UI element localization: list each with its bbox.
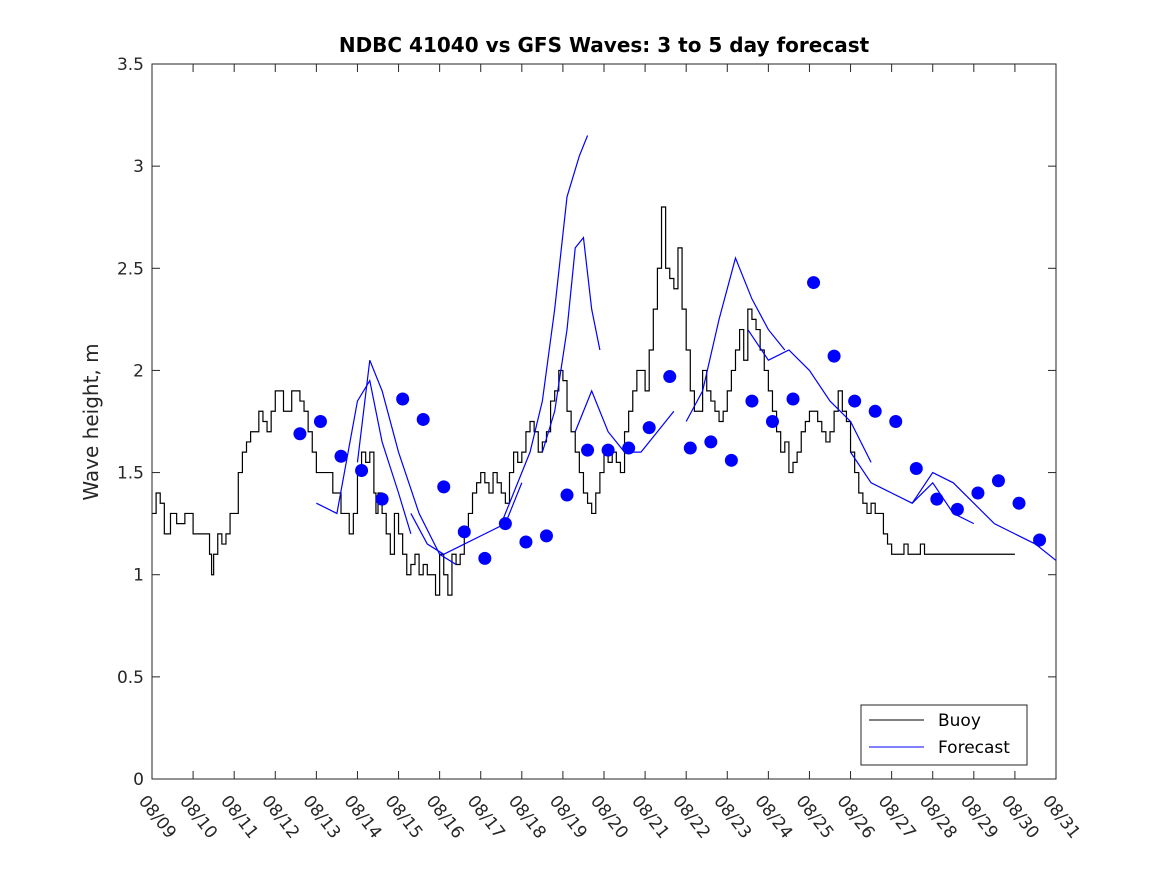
forecast-point xyxy=(909,461,923,475)
chart-title: NDBC 41040 vs GFS Waves: 3 to 5 day fore… xyxy=(339,33,870,57)
y-tick-label: 0 xyxy=(133,770,144,790)
forecast-line xyxy=(500,135,589,524)
legend-buoy-label: Buoy xyxy=(938,711,981,731)
forecast-point xyxy=(724,453,738,467)
forecast-point xyxy=(786,392,800,406)
forecast-point xyxy=(807,276,821,290)
y-tick-label: 3.5 xyxy=(117,55,144,75)
forecast-point xyxy=(991,474,1005,488)
y-axis-label: Wave height, m xyxy=(79,343,103,500)
y-tick-label: 0.5 xyxy=(117,668,144,688)
forecast-point xyxy=(478,551,492,565)
y-tick-label: 3 xyxy=(133,157,144,177)
forecast-point xyxy=(971,486,985,500)
y-axis-ticks: 0 0.5 1 1.5 2 2.5 3 3.5 xyxy=(117,55,1056,790)
forecast-line xyxy=(685,256,786,422)
forecast-line xyxy=(911,471,1057,561)
forecast-point xyxy=(622,441,636,455)
forecast-point xyxy=(355,464,369,478)
y-tick-label: 1 xyxy=(133,566,144,586)
legend: Buoy Forecast xyxy=(860,704,1028,766)
forecast-line xyxy=(747,329,872,463)
forecast-point xyxy=(683,441,697,455)
forecast-point xyxy=(1012,496,1026,510)
forecast-point xyxy=(437,480,451,494)
y-tick-label: 2.5 xyxy=(117,259,144,279)
y-tick-label: 2 xyxy=(133,361,144,381)
forecast-point xyxy=(560,488,574,502)
forecast-points xyxy=(293,276,1047,565)
forecast-line xyxy=(541,236,601,453)
forecast-point xyxy=(827,349,841,363)
forecast-point xyxy=(334,449,348,463)
forecast-point xyxy=(663,370,677,384)
forecast-point xyxy=(375,492,389,506)
forecast-point xyxy=(396,392,410,406)
forecast-point xyxy=(539,529,553,543)
forecast-point xyxy=(1033,533,1047,547)
forecast-point xyxy=(642,421,656,435)
legend-forecast-label: Forecast xyxy=(938,738,1010,758)
forecast-point xyxy=(930,492,944,506)
forecast-point xyxy=(601,443,615,457)
forecast-point xyxy=(868,404,882,418)
forecast-point xyxy=(745,394,759,408)
forecast-point xyxy=(765,415,779,428)
forecast-point xyxy=(581,443,595,457)
forecast-point xyxy=(950,502,964,516)
buoy-series xyxy=(152,206,1015,596)
forecast-point xyxy=(416,412,430,426)
forecast-line xyxy=(316,379,412,535)
forecast-point xyxy=(457,525,471,539)
buoy-line xyxy=(152,206,1015,596)
forecast-point xyxy=(498,517,512,531)
y-tick-label: 1.5 xyxy=(117,464,144,484)
forecast-point xyxy=(848,394,862,408)
forecast-point xyxy=(293,427,307,441)
forecast-point xyxy=(519,535,533,549)
forecast-point xyxy=(313,415,327,428)
legend-box xyxy=(860,704,1028,766)
forecast-point xyxy=(704,435,718,449)
forecast-line xyxy=(356,359,457,566)
forecast-point xyxy=(889,415,903,428)
